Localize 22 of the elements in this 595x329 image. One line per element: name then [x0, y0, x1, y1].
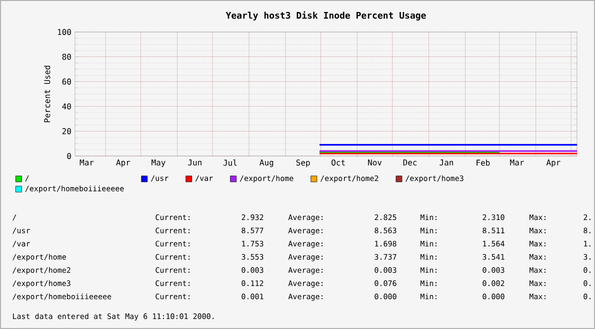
x-tick-label: Apr — [116, 160, 130, 168]
x-tick-label: Apr — [546, 160, 560, 168]
x-tick-label: Feb — [476, 160, 490, 166]
x-tick-label: Dec — [403, 160, 417, 166]
y-tick-label: 80 — [62, 54, 71, 60]
y-tick-label: 0 — [67, 152, 71, 160]
y-tick-label: 100 — [58, 28, 71, 36]
x-tick-label: Jun — [188, 160, 202, 166]
x-tick-label: Nov — [368, 160, 382, 166]
x-tick-label: Mar — [510, 160, 524, 166]
x-tick-label: Mar — [80, 160, 94, 166]
chart-title: Yearly host3 Disk Inode Percent Usage — [226, 11, 426, 20]
x-tick-label: Jul — [223, 160, 237, 166]
x-tick-label: Jan — [440, 160, 454, 166]
y-tick-label: 40 — [62, 103, 71, 110]
y-tick-label: 60 — [62, 78, 71, 85]
x-tick-label: Oct — [332, 160, 345, 166]
x-tick-label: Aug — [260, 160, 274, 168]
x-tick-label: May — [152, 160, 166, 168]
y-tick-label: 20 — [62, 128, 71, 134]
x-tick-label: Sep — [296, 160, 310, 168]
y-axis-title: Percent Used — [44, 66, 50, 122]
